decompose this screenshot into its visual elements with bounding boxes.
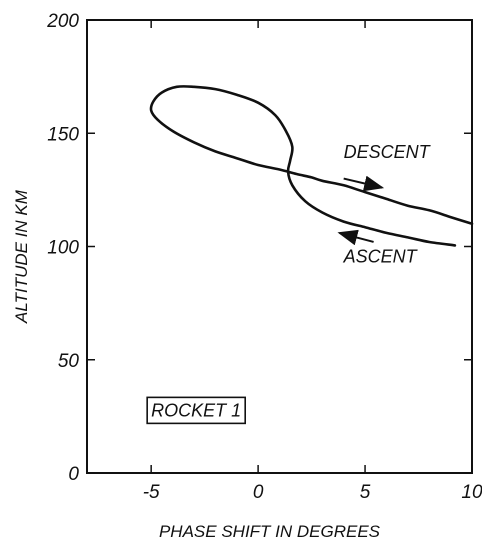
y-tick-label: 100 [47,238,79,259]
descent-arrow [343,175,385,192]
rocket-label-box [146,396,246,425]
y-tick-label: 0 [68,464,79,485]
y-axis-label: ALTITUDE IN KM [12,189,31,324]
descent-label: DESCENT [344,142,432,162]
x-tick-label: 5 [360,482,371,503]
x-tick-label: -5 [143,482,160,503]
x-axis-label: PHASE SHIFT IN DEGREES [159,522,381,541]
rocket-label: ROCKET 1 [151,400,241,420]
phase-shift-curve [149,84,474,247]
x-tick-label: 10 [461,482,482,503]
x-tick-label: 0 [253,482,264,503]
y-tick-label: 150 [47,124,79,145]
y-tick-label: 200 [46,11,79,32]
y-tick-label: 50 [58,351,80,372]
ascent-arrow [337,229,374,246]
ascent-label: ASCENT [343,246,419,266]
